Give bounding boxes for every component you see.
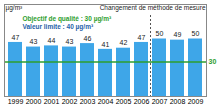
svg-text:2003: 2003	[80, 98, 96, 105]
svg-text:2005: 2005	[116, 98, 132, 105]
svg-text:2002: 2002	[62, 98, 78, 105]
svg-text:50: 50	[192, 30, 200, 37]
svg-text:49: 49	[174, 31, 182, 38]
svg-text:41: 41	[102, 41, 110, 48]
svg-text:2001: 2001	[44, 98, 60, 105]
svg-text:30: 30	[209, 58, 217, 65]
svg-text:47: 47	[12, 34, 20, 41]
svg-text:43: 43	[66, 38, 74, 45]
svg-text:42: 42	[120, 39, 128, 46]
svg-text:50: 50	[156, 30, 164, 37]
svg-text:1999: 1999	[8, 98, 24, 105]
svg-text:Valeur limite : 40 µg/m³: Valeur limite : 40 µg/m³	[23, 23, 94, 31]
svg-text:2006: 2006	[134, 98, 150, 105]
svg-text:2007: 2007	[152, 98, 168, 105]
svg-text:Objectif de qualité : 30 µg/m³: Objectif de qualité : 30 µg/m³	[23, 15, 112, 23]
svg-text:44: 44	[48, 37, 56, 44]
svg-text:Changement de méthode de mesur: Changement de méthode de mesure	[100, 4, 206, 12]
svg-text:2008: 2008	[170, 98, 186, 105]
svg-text:2009: 2009	[188, 98, 204, 105]
svg-text:2000: 2000	[26, 98, 42, 105]
svg-text:46: 46	[84, 35, 92, 42]
svg-text:47: 47	[138, 34, 146, 41]
svg-text:2004: 2004	[98, 98, 114, 105]
svg-text:43: 43	[30, 38, 38, 45]
svg-text:µg/m³: µg/m³	[6, 4, 24, 12]
